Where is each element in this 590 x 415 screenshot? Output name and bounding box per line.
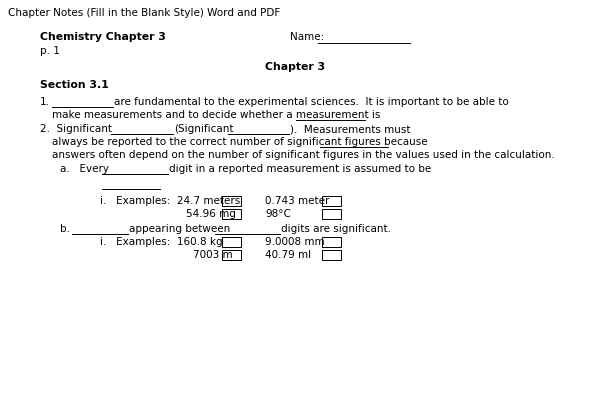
Text: 98°C: 98°C (265, 209, 291, 219)
Text: 40.79 ml: 40.79 ml (265, 250, 311, 260)
Bar (322, 209, 341, 219)
Text: 7003 m: 7003 m (193, 250, 232, 260)
Bar (322, 237, 341, 247)
Text: are fundamental to the experimental sciences.  It is important to be able to: are fundamental to the experimental scie… (114, 97, 509, 107)
Text: 54.96 mg: 54.96 mg (186, 209, 236, 219)
Text: digit in a reported measurement is assumed to be: digit in a reported measurement is assum… (169, 164, 431, 174)
Text: Name:: Name: (290, 32, 324, 42)
Bar (222, 250, 241, 260)
Text: 2.  Significant: 2. Significant (40, 124, 112, 134)
Text: i.   Examples:  24.7 meters: i. Examples: 24.7 meters (100, 196, 240, 206)
Text: 1.: 1. (40, 97, 50, 107)
Text: Chapter 3: Chapter 3 (265, 62, 325, 72)
Text: b.: b. (60, 224, 70, 234)
Text: p. 1: p. 1 (40, 46, 60, 56)
Text: make measurements and to decide whether a measurement is: make measurements and to decide whether … (52, 110, 381, 120)
Text: answers often depend on the number of significant figures in the values used in : answers often depend on the number of si… (52, 150, 555, 160)
Text: Chemistry Chapter 3: Chemistry Chapter 3 (40, 32, 166, 42)
Text: Section 3.1: Section 3.1 (40, 80, 109, 90)
Text: 9.0008 mm: 9.0008 mm (265, 237, 325, 247)
Text: 0.743 meter: 0.743 meter (265, 196, 329, 206)
Text: always be reported to the correct number of significant figures because: always be reported to the correct number… (52, 137, 428, 147)
Bar (222, 237, 241, 247)
Bar (222, 209, 241, 219)
Text: (Significant: (Significant (174, 124, 234, 134)
Bar (322, 196, 341, 206)
Text: .: . (366, 110, 369, 120)
Text: i.   Examples:  160.8 kg: i. Examples: 160.8 kg (100, 237, 222, 247)
Text: a.   Every: a. Every (60, 164, 109, 174)
Bar (322, 250, 341, 260)
Text: digits are significant.: digits are significant. (281, 224, 391, 234)
Text: appearing between: appearing between (129, 224, 230, 234)
Bar (222, 196, 241, 206)
Text: Chapter Notes (Fill in the Blank Style) Word and PDF: Chapter Notes (Fill in the Blank Style) … (8, 8, 280, 18)
Text: ).  Measurements must: ). Measurements must (290, 124, 411, 134)
